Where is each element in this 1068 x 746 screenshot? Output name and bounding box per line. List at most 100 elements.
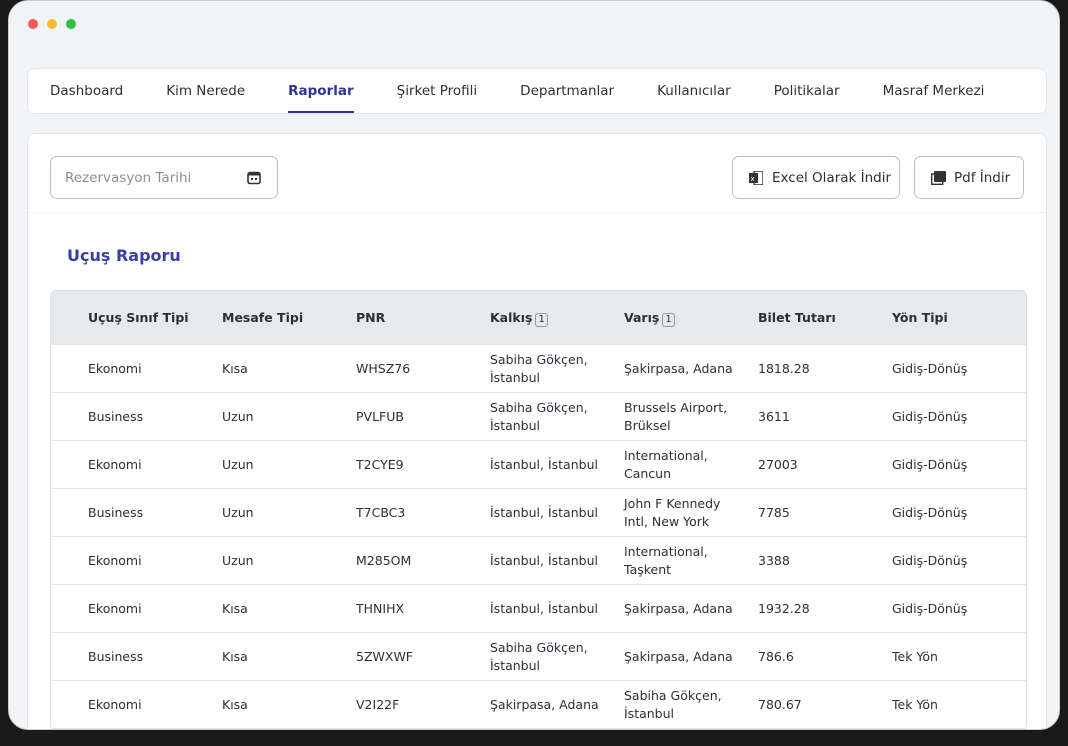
nav-tab[interactable]: Departmanlar (520, 83, 615, 99)
nav-tab[interactable]: Kim Nerede (166, 83, 246, 99)
table-cell: Ekonomi (88, 600, 142, 616)
close-dot[interactable] (28, 19, 38, 29)
table-cell: 1932.28 (758, 600, 810, 616)
table-cell: İstanbul, İstanbul (490, 504, 598, 520)
calendar-icon (247, 171, 261, 185)
table-cell: 3611 (758, 408, 790, 424)
column-header[interactable]: Uçuş Sınıf Tipi (88, 309, 189, 325)
table-cell: Ekonomi (88, 552, 142, 568)
table-cell: PVLFUB (356, 408, 404, 424)
table-row: Ekonomi Uzun T2CYE9 İstanbul, İstanbul Inter… (51, 441, 1026, 489)
table-cell: Gidiş-Dönüş (892, 552, 968, 568)
report-table: Uçuş Sınıf Tipi Mesafe Tipi PNR Kalkış 1 Varı… (50, 290, 1027, 729)
table-cell: Ekonomi (88, 360, 142, 376)
column-header[interactable]: Mesafe Tipi (222, 309, 304, 325)
nav-tab[interactable]: Dashboard (50, 83, 124, 99)
column-header[interactable]: PNR (356, 309, 386, 325)
table-cell: Ekonomi (88, 696, 142, 712)
table-cell: Sabiha Gökçen, İstanbul (490, 639, 588, 673)
maximize-dot[interactable] (66, 19, 76, 29)
table-cell: Şakirpasa, Adana (490, 696, 599, 712)
table-header: Uçuş Sınıf Tipi Mesafe Tipi PNR Kalkış 1 Varı… (51, 291, 1026, 345)
date-input[interactable]: Rezervasyon Tarihi (50, 156, 278, 199)
svg-text:x: x (751, 175, 755, 183)
sort-badge: 1 (662, 312, 675, 327)
date-placeholder: Rezervasyon Tarihi (65, 169, 192, 186)
table-cell: Gidiş-Dönüş (892, 360, 968, 376)
column-header[interactable]: Yön Tipi (892, 309, 948, 325)
table-cell: Kısa (222, 696, 248, 712)
excel-button[interactable]: x Excel Olarak İndir (732, 156, 900, 199)
table-cell: Uzun (222, 408, 254, 424)
table-cell: Business (88, 648, 144, 664)
table-cell: Şakirpasa, Adana (624, 648, 733, 664)
table-cell: Sabiha Gökçen, İstanbul (490, 351, 588, 385)
nav-bar: Dashboard Kim Nerede Raporlar Şirket Profil… (27, 68, 1047, 114)
table-cell: Şakirpasa, Adana (624, 600, 733, 616)
table-cell: Tek Yön (892, 648, 938, 664)
table-cell: 786.6 (758, 648, 794, 664)
table-row: Ekonomi Kısa WHSZ76 Sabiha Gökçen, İstanbul… (51, 345, 1026, 393)
table-cell: Kısa (222, 648, 248, 664)
table-cell: T2CYE9 (356, 456, 404, 472)
table-cell: T7CBC3 (356, 504, 406, 520)
table-cell: 7785 (758, 504, 790, 520)
table-cell: M285OM (356, 552, 412, 568)
table-cell: Uzun (222, 504, 254, 520)
table-cell: Gidiş-Dönüş (892, 408, 968, 424)
table-row: Business Uzun T7CBC3 İstanbul, İstanbul John… (51, 489, 1026, 537)
window: Dashboard Kim Nerede Raporlar Şirket Profil… (8, 0, 1060, 730)
table-cell: Sabiha Gökçen, İstanbul (624, 687, 722, 721)
table-row: Ekonomi Kısa THNIHX İstanbul, İstanbul Şakir… (51, 585, 1026, 633)
excel-label: Excel Olarak İndir (772, 169, 892, 186)
pdf-label: Pdf İndir (954, 169, 1011, 186)
column-label: Kalkış (490, 309, 533, 325)
table-row: Business Uzun PVLFUB Sabiha Gökçen, İstanbu… (51, 393, 1026, 441)
table-cell: International, Taşkent (624, 543, 708, 577)
pdf-icon (931, 170, 946, 185)
nav-tab[interactable]: Raporlar (288, 69, 354, 113)
table-cell: İstanbul, İstanbul (490, 600, 598, 616)
column-header[interactable]: Varış 1 (624, 309, 758, 327)
nav-tab[interactable]: Politikalar (773, 83, 840, 99)
table-cell: 27003 (758, 456, 798, 472)
table-cell: Uzun (222, 552, 254, 568)
table-cell: Business (88, 408, 144, 424)
content-card: Rezervasyon Tarihi x Excel Olarak İndir … (27, 133, 1047, 729)
table-row: Business Kısa 5ZWXWF Sabiha Gökçen, İstanbu… (51, 633, 1026, 681)
nav-tab[interactable]: Şirket Profili (396, 83, 478, 99)
column-header[interactable]: Kalkış 1 (490, 309, 624, 327)
report-title: Uçuş Raporu (67, 246, 181, 265)
table-cell: WHSZ76 (356, 360, 411, 376)
table-cell: Şakirpasa, Adana (624, 360, 733, 376)
column-header[interactable]: Bilet Tutarı (758, 309, 836, 325)
divider (28, 212, 1046, 213)
table-cell: Tek Yön (892, 696, 938, 712)
table-cell: Business (88, 504, 144, 520)
table-cell: Kısa (222, 360, 248, 376)
table-cell: John F Kennedy Intl, New York (624, 495, 721, 529)
table-cell: Brussels Airport, Brüksel (624, 399, 728, 433)
table-cell: V2I22F (356, 696, 400, 712)
table-cell: 780.67 (758, 696, 802, 712)
table-cell: Sabiha Gökçen, İstanbul (490, 399, 588, 433)
table-cell: Uzun (222, 456, 254, 472)
nav-tab[interactable]: Masraf Merkezi (882, 83, 985, 99)
table-cell: Gidiş-Dönüş (892, 600, 968, 616)
table-row: Ekonomi Kısa V2I22F Şakirpasa, Adana Sabiha … (51, 681, 1026, 729)
column-label: Varış (624, 309, 660, 325)
minimize-dot[interactable] (47, 19, 57, 29)
sort-badge: 1 (535, 312, 548, 327)
table-cell: 5ZWXWF (356, 648, 413, 664)
table-cell: 1818.28 (758, 360, 810, 376)
table-row: Ekonomi Uzun M285OM İstanbul, İstanbul Inter… (51, 537, 1026, 585)
table-cell: Kısa (222, 600, 248, 616)
pdf-button[interactable]: Pdf İndir (914, 156, 1024, 199)
table-cell: Ekonomi (88, 456, 142, 472)
table-cell: International, Cancun (624, 447, 708, 481)
table-cell: 3388 (758, 552, 790, 568)
nav-tab[interactable]: Kullanıcılar (657, 83, 731, 99)
excel-icon: x (749, 170, 763, 185)
table-cell: İstanbul, İstanbul (490, 552, 598, 568)
